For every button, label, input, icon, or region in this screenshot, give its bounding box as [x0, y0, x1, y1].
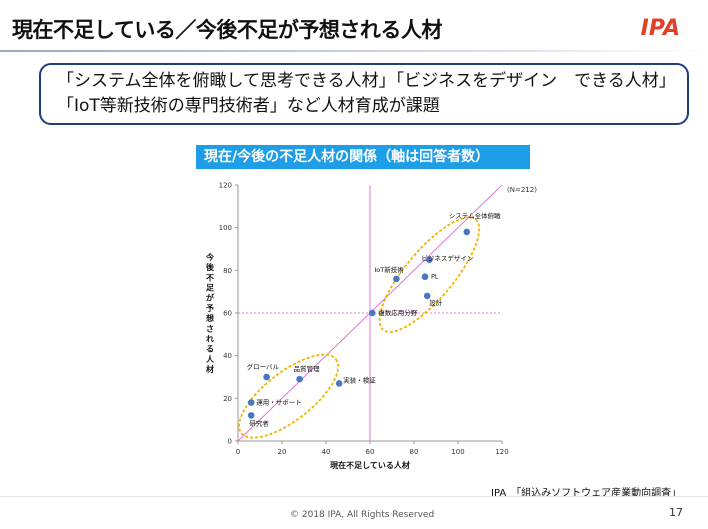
footer-divider — [0, 496, 708, 497]
copyright: © 2018 IPA, All Rights Reserved — [290, 510, 435, 520]
data-point — [247, 399, 255, 406]
y-tick-label: 60 — [223, 310, 232, 318]
source-citation: IPA 「組込みソフトウェア産業動向調査」 — [491, 488, 682, 499]
key-message-box: 「システム全体を俯瞰して思考できる人材」「ビジネスをデザイン できる人材」「Io… — [39, 63, 689, 125]
point-label: PL — [431, 273, 439, 281]
point-label: ビジネスデザイン — [421, 254, 473, 263]
slide-title: 現在不足している／今後不足が予想される人材 — [12, 18, 442, 42]
point-label: 研究者 — [249, 418, 269, 427]
y-axis-title-char: 今 — [205, 252, 214, 262]
y-axis-title-char: 後 — [206, 262, 215, 272]
y-tick-label: 0 — [228, 438, 232, 446]
y-axis-title-char: 人 — [206, 354, 215, 364]
y-axis-title-char: が — [206, 293, 215, 303]
y-axis-title-char: 予 — [206, 304, 214, 313]
ipa-logo: IPA — [640, 16, 680, 41]
y-axis-title-char: る — [206, 345, 214, 354]
y-axis-title-char: 材 — [206, 364, 214, 374]
x-tick-label: 120 — [495, 448, 508, 456]
data-point — [296, 375, 303, 383]
data-point — [463, 228, 471, 236]
upper-cluster-ellipse — [378, 216, 481, 333]
x-tick-label: 0 — [236, 448, 240, 456]
y-tick-label: 100 — [219, 224, 232, 232]
key-message-text: 「システム全体を俯瞰して思考できる人材」「ビジネスをデザイン できる人材」「Io… — [57, 71, 676, 116]
point-label: 品質管理 — [294, 364, 321, 373]
point-label: グローバル — [247, 362, 280, 371]
y-tick-label: 40 — [223, 352, 232, 360]
y-axis-title-char: 不 — [206, 273, 214, 282]
sample-size-note: (N=212) — [507, 186, 537, 194]
lower-cluster-ellipse — [238, 353, 340, 439]
data-point — [368, 309, 376, 317]
data-point — [335, 380, 343, 387]
point-label: 複数応用分野 — [378, 308, 418, 317]
x-tick-label: 80 — [410, 448, 419, 456]
y-axis-title-char: 足 — [206, 284, 215, 293]
point-label: 運用・サポート — [256, 398, 302, 407]
point-label: システム全体俯瞰 — [449, 211, 501, 220]
point-label: 設計 — [429, 298, 443, 307]
y-axis-title-char: 想 — [205, 313, 214, 323]
y-axis-title-char: さ — [206, 324, 214, 333]
x-axis-title: 現在不足している人材 — [330, 460, 410, 470]
x-tick-label: 20 — [278, 448, 287, 456]
data-point — [426, 256, 433, 263]
y-axis-title-char: れ — [206, 335, 214, 344]
page-number: 17 — [669, 506, 683, 519]
title-underline — [0, 50, 708, 52]
data-point — [393, 275, 400, 283]
y-tick-label: 120 — [219, 182, 232, 190]
x-tick-label: 100 — [451, 448, 464, 456]
y-tick-label: 20 — [223, 395, 232, 403]
x-tick-label: 40 — [322, 448, 331, 456]
x-tick-label: 60 — [366, 448, 375, 456]
chart-title: 現在/今後の不足人材の関係（軸は回答者数） — [196, 145, 530, 169]
point-label: IoT新技術 — [374, 265, 404, 274]
y-tick-label: 80 — [223, 267, 232, 275]
data-point — [423, 292, 431, 300]
point-label: 実装・検証 — [343, 375, 376, 384]
scatter-chart: 0 20 40 60 80 100 120 0 20 40 60 80 100 120 システム全体俯瞰ビジ… — [205, 182, 537, 471]
data-point — [247, 412, 255, 419]
data-point — [421, 273, 429, 281]
data-point — [263, 373, 270, 381]
